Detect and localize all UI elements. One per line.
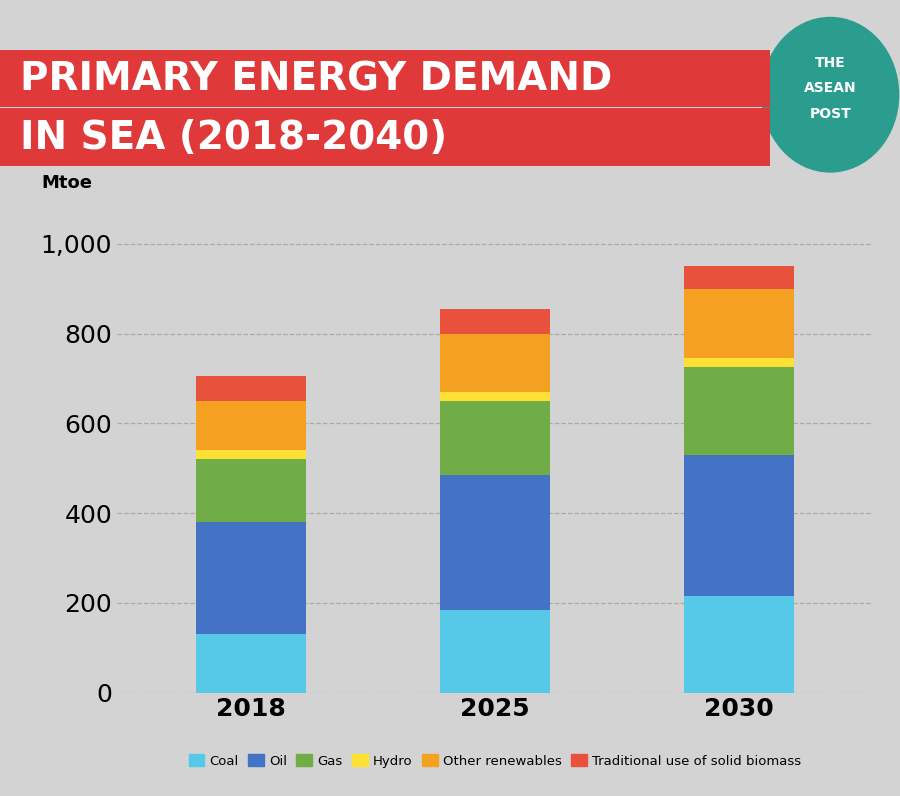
Bar xyxy=(196,634,306,693)
Bar xyxy=(684,358,794,367)
Bar xyxy=(684,367,794,455)
Text: POST: POST xyxy=(809,107,851,121)
Bar xyxy=(196,377,306,401)
Circle shape xyxy=(762,18,898,172)
Bar xyxy=(684,596,794,693)
Bar xyxy=(440,401,550,475)
Text: THE: THE xyxy=(814,57,846,70)
Text: Mtoe: Mtoe xyxy=(41,174,93,193)
Bar xyxy=(196,401,306,451)
Legend: Coal, Oil, Gas, Hydro, Other renewables, Traditional use of solid biomass: Coal, Oil, Gas, Hydro, Other renewables,… xyxy=(184,748,806,773)
Bar xyxy=(196,522,306,634)
Bar xyxy=(440,610,550,693)
Text: PRIMARY ENERGY DEMAND: PRIMARY ENERGY DEMAND xyxy=(20,60,612,99)
Bar xyxy=(684,289,794,358)
Text: IN SEA (2018-2040): IN SEA (2018-2040) xyxy=(20,119,447,157)
Bar xyxy=(684,267,794,289)
Bar xyxy=(440,309,550,334)
Bar xyxy=(440,475,550,610)
Bar xyxy=(196,451,306,459)
Bar xyxy=(440,392,550,401)
Bar xyxy=(440,334,550,392)
Bar xyxy=(196,459,306,522)
Text: ASEAN: ASEAN xyxy=(804,81,857,96)
Bar xyxy=(684,455,794,596)
